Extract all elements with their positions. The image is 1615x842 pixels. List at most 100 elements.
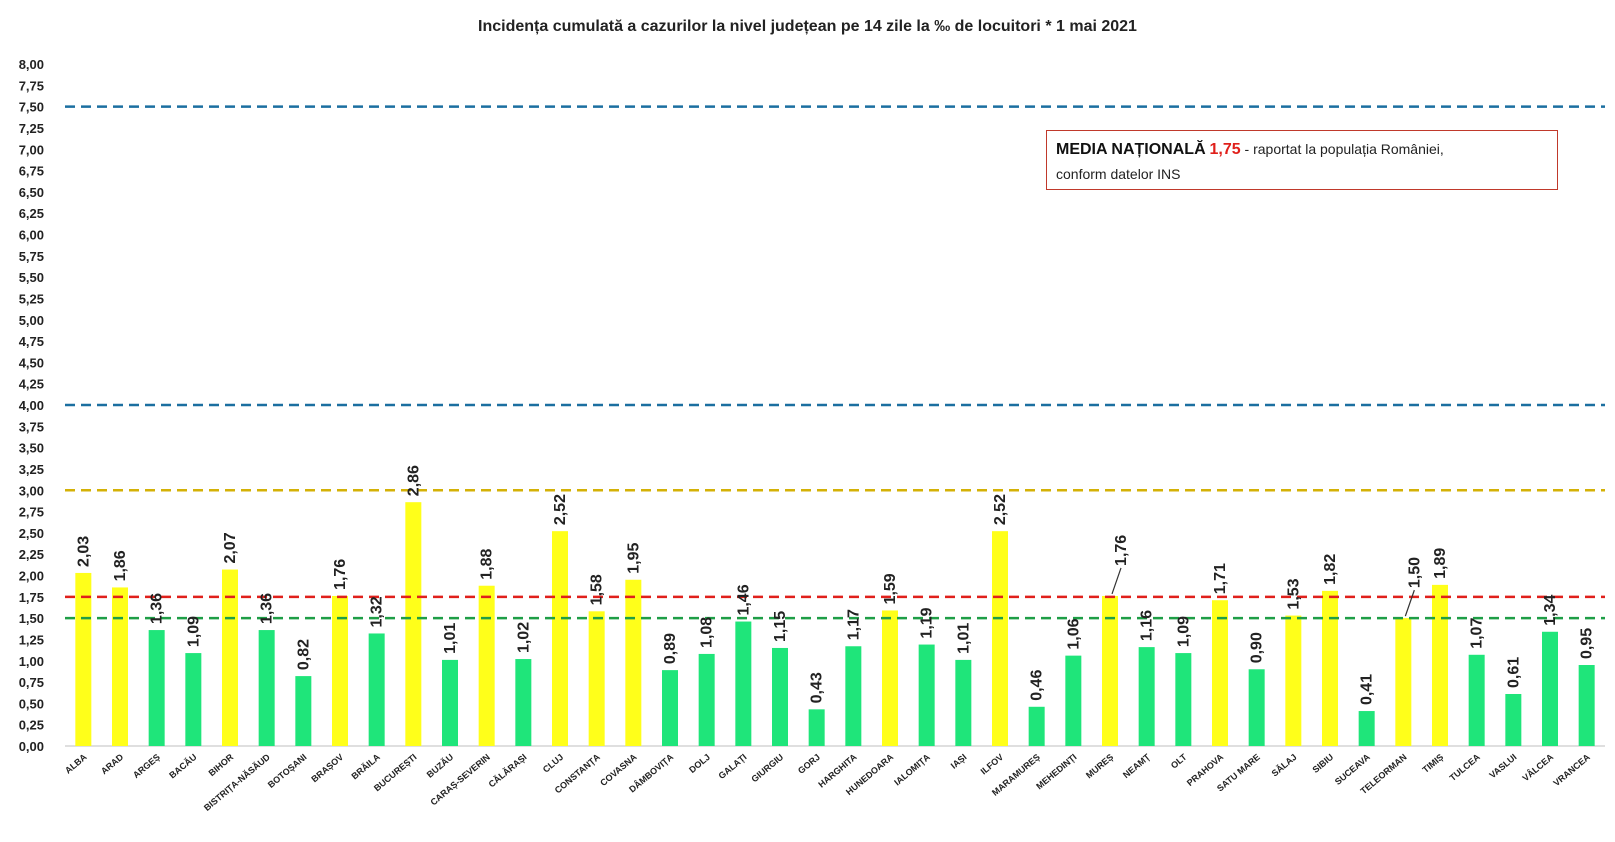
national-average-label: MEDIA NAȚIONALĂ xyxy=(1056,141,1206,158)
bar-arad xyxy=(112,587,128,746)
value-label: 1,76 xyxy=(1113,535,1130,566)
value-label: 0,61 xyxy=(1505,657,1522,688)
value-label: 0,90 xyxy=(1249,632,1266,663)
bar-călărași xyxy=(515,659,532,746)
y-tick-label: 5,50 xyxy=(19,270,44,285)
y-tick-label: 0,75 xyxy=(19,675,44,690)
y-tick-label: 4,00 xyxy=(19,398,44,413)
y-tick-label: 2,25 xyxy=(19,547,44,562)
y-tick-label: 3,25 xyxy=(19,462,44,477)
x-tick-label: OLT xyxy=(1169,752,1189,771)
bar-prahova xyxy=(1212,600,1228,746)
y-tick-label: 7,25 xyxy=(19,121,44,136)
bar-vrancea xyxy=(1578,665,1595,746)
y-tick-label: 4,50 xyxy=(19,355,44,370)
y-tick-label: 4,25 xyxy=(19,377,44,392)
bar-brașov xyxy=(332,595,348,746)
value-label: 1,34 xyxy=(1542,595,1559,626)
label-leaders xyxy=(1111,567,1415,617)
x-tick-label: BOTOȘANI xyxy=(266,752,309,790)
bar-harghita xyxy=(845,646,862,746)
value-label: 2,03 xyxy=(75,536,92,567)
value-label: 1,36 xyxy=(259,593,276,624)
bar-covasna xyxy=(625,579,642,746)
x-tick-label: TULCEA xyxy=(1448,752,1483,783)
bar-ilfov xyxy=(992,531,1008,746)
y-tick-label: 8,00 xyxy=(19,57,44,72)
value-labels: 2,03 1,86 1,36 1,09 2,07 1,36 0,82 1,76 1,32 2,86… xyxy=(75,465,1595,705)
x-tick-labels: ALBA ARAD ARGEȘ BACĂU BIHORBISTRIȚA-NĂSĂUDBO… xyxy=(63,751,1592,813)
value-label: 1,95 xyxy=(625,543,642,574)
x-tick-label: GALAȚI xyxy=(717,752,749,781)
value-label: 1,76 xyxy=(332,559,349,590)
label-leader-line xyxy=(1404,589,1415,617)
x-tick-label: MUREȘ xyxy=(1084,752,1115,781)
value-label: 1,09 xyxy=(185,616,202,647)
y-tick-label: 5,25 xyxy=(19,291,44,306)
bar-gorj xyxy=(808,709,825,746)
national-average-text: - raportat la populația României, xyxy=(1240,141,1444,157)
bar-iași xyxy=(955,659,972,746)
value-label: 1,59 xyxy=(882,573,899,604)
value-label: 1,71 xyxy=(1212,563,1229,594)
value-label: 1,01 xyxy=(442,623,459,654)
bar-satu-mare xyxy=(1248,669,1265,746)
y-tick-label: 2,50 xyxy=(19,526,44,541)
x-tick-label: CĂLĂRAȘI xyxy=(487,752,529,790)
y-tick-label: 6,00 xyxy=(19,228,44,243)
value-label: 1,82 xyxy=(1322,554,1339,585)
bar-giurgiu xyxy=(772,647,788,746)
value-label: 0,41 xyxy=(1359,674,1376,705)
value-label: 1,15 xyxy=(772,611,789,642)
national-average-value: 1,75 xyxy=(1209,141,1241,158)
x-tick-label: IALOMIȚA xyxy=(892,752,932,788)
value-label: 1,53 xyxy=(1285,578,1302,609)
bar-argeș xyxy=(148,630,165,746)
value-label: 1,50 xyxy=(1406,557,1423,588)
value-label: 2,52 xyxy=(992,494,1009,525)
y-axis: 0,00 0,25 0,50 0,75 1,00 1,25 1,50 1,75 2,00 2,25… xyxy=(19,57,44,754)
y-tick-label: 6,25 xyxy=(19,206,44,221)
bar-mureș xyxy=(1102,595,1118,746)
x-tick-label: NEAMȚ xyxy=(1121,752,1152,781)
bar-bihor xyxy=(222,569,238,746)
x-tick-label: ARGEȘ xyxy=(131,752,162,780)
x-tick-label: BRĂILA xyxy=(349,752,382,782)
value-label: 1,17 xyxy=(845,609,862,640)
bar-teleorman xyxy=(1395,618,1412,746)
bar-bucurești xyxy=(405,502,422,746)
value-label: 0,95 xyxy=(1579,628,1596,659)
x-tick-label: VASLUI xyxy=(1487,752,1518,780)
value-label: 1,58 xyxy=(589,574,606,605)
x-tick-label: ARAD xyxy=(99,752,126,777)
value-label: 0,46 xyxy=(1029,670,1046,701)
x-tick-label: ILFOV xyxy=(979,752,1006,777)
value-label: 1,32 xyxy=(369,596,386,627)
chart-title: Incidența cumulată a cazurilor la nivel … xyxy=(478,18,1137,35)
x-tick-label: BACĂU xyxy=(167,752,198,781)
bar-vâlcea xyxy=(1542,631,1558,746)
bar-brăila xyxy=(368,633,385,746)
y-tick-label: 6,75 xyxy=(19,164,44,179)
bar-tulcea xyxy=(1468,654,1485,746)
value-label: 1,02 xyxy=(515,622,532,653)
bar-timiș xyxy=(1432,584,1448,746)
national-average-source: conform datelor INS xyxy=(1056,166,1181,182)
bar-alba xyxy=(75,572,92,746)
value-label: 1,09 xyxy=(1175,616,1192,647)
bar-vaslui xyxy=(1505,693,1522,746)
value-label: 1,06 xyxy=(1065,618,1082,649)
reference-lines xyxy=(65,105,1605,620)
value-label: 1,86 xyxy=(112,550,129,581)
bar-dâmbovița xyxy=(662,670,678,746)
y-tick-label: 5,75 xyxy=(19,249,44,264)
y-tick-label: 5,00 xyxy=(19,313,44,328)
y-tick-label: 1,00 xyxy=(19,654,44,669)
x-tick-label: DOLJ xyxy=(687,752,712,775)
bar-ialomița xyxy=(918,644,935,746)
x-tick-label: VRANCEA xyxy=(1551,752,1592,789)
x-tick-label: BRAȘOV xyxy=(309,752,345,784)
x-tick-label: TIMIȘ xyxy=(1420,752,1445,775)
x-tick-label: MEHEDINȚI xyxy=(1034,752,1078,791)
x-tick-label: SIBIU xyxy=(1310,752,1335,775)
